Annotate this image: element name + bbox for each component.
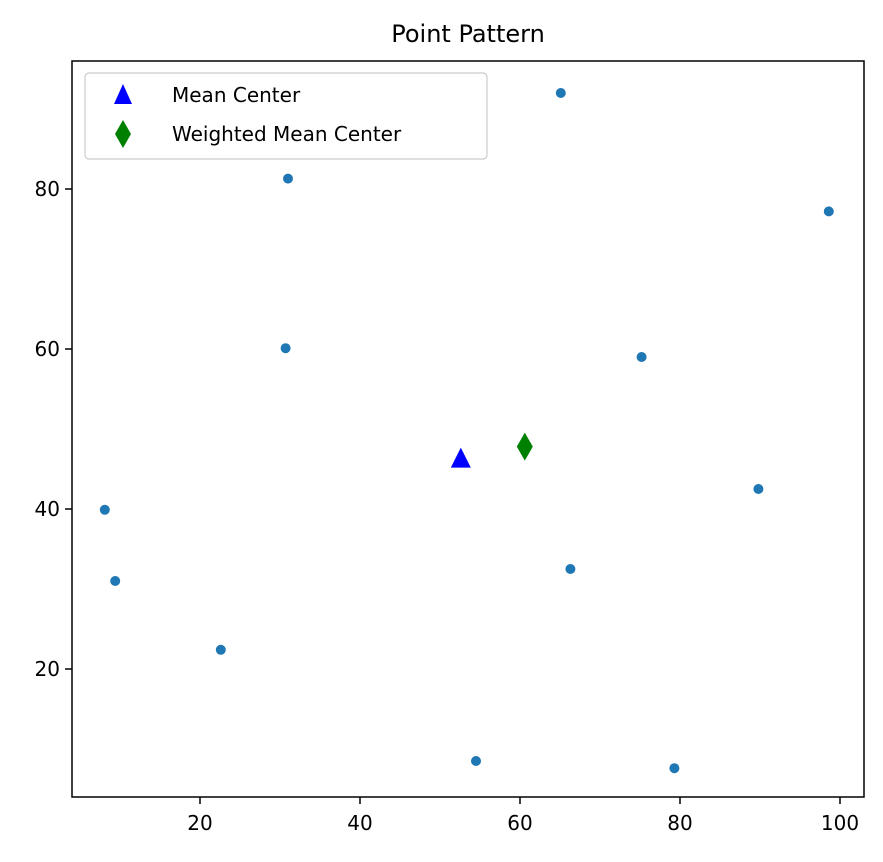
data-point [669,763,680,774]
data-point [555,88,566,98]
data-point [215,644,226,655]
x-axis: 20 40 60 80 100 [187,797,859,835]
data-points [99,88,834,774]
data-point [99,504,110,515]
y-tick-label: 40 [35,497,60,521]
x-tick-label: 80 [667,811,692,835]
x-tick-label: 100 [821,811,859,835]
data-point [753,484,764,494]
data-point [110,576,121,586]
legend-label-mean-center: Mean Center [172,83,301,107]
plot-frame [71,60,865,798]
data-point [280,343,291,354]
data-point [565,564,576,574]
data-point [471,756,481,766]
plot-area [72,61,864,797]
legend-diamond-icon [115,120,131,148]
data-point [823,206,834,217]
weighted-mean-center-marker [516,432,533,461]
legend-box [84,72,488,160]
y-tick-label: 20 [35,657,60,681]
chart-title: Point Pattern [391,20,545,48]
data-point [283,173,293,184]
x-tick-label: 20 [187,811,212,835]
legend-triangle-icon [114,84,132,104]
y-tick-label: 60 [35,337,60,361]
y-axis: 20 40 60 80 [35,177,72,681]
y-tick-label: 80 [35,177,60,201]
center-markers [450,432,533,468]
x-tick-label: 40 [347,811,372,835]
data-point [636,352,647,362]
mean-center-marker [450,447,471,468]
legend-label-weighted-mean-center: Weighted Mean Center [172,122,402,146]
x-tick-label: 60 [507,811,532,835]
legend: Mean Center Weighted Mean Center [84,72,488,160]
